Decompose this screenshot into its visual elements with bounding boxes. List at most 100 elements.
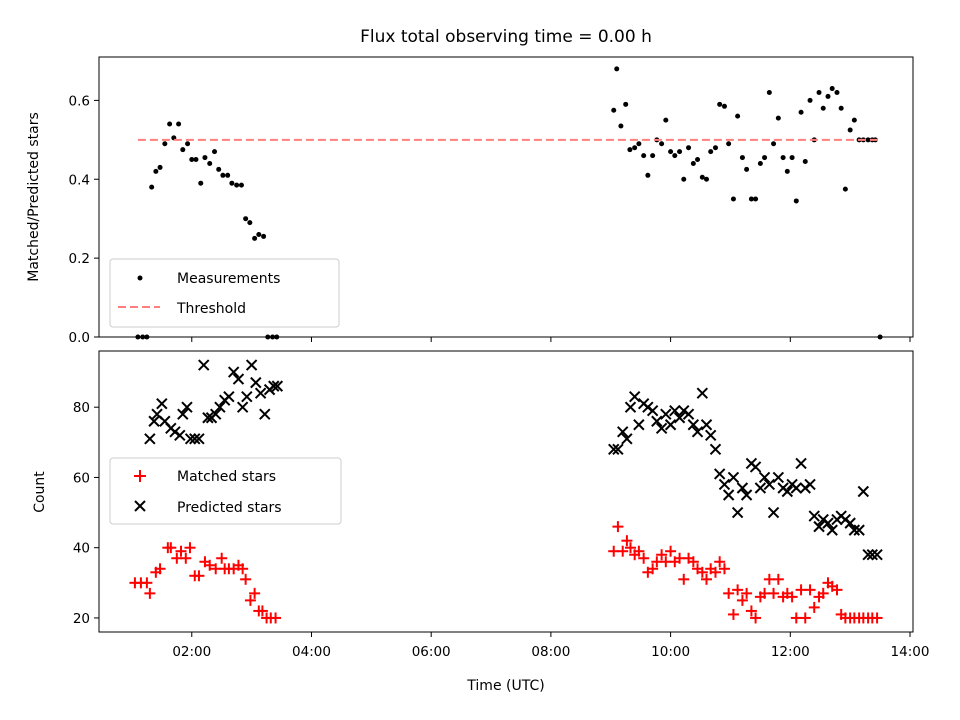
predicted-stars-point <box>198 359 210 371</box>
predicted-stars-point <box>844 517 856 529</box>
measurements-point <box>135 334 141 340</box>
predicted-stars-point <box>804 478 816 491</box>
panel-counts-y-axis: 20 40 60 80 <box>73 400 99 627</box>
measurements-point <box>636 141 642 147</box>
measurements-point <box>256 231 262 237</box>
measurements-point <box>238 182 244 188</box>
measurements-point <box>775 115 781 121</box>
measurements-point <box>611 107 617 113</box>
measurements-point <box>748 196 754 202</box>
panel-counts-frame <box>98 350 914 633</box>
predicted-stars-point <box>691 426 704 438</box>
y-tick-label: 20 <box>73 611 90 627</box>
x-tick-label: 08:00 <box>531 644 570 660</box>
measurements-point <box>207 160 213 166</box>
measurements-point <box>149 184 155 190</box>
predicted-stars-point <box>177 408 189 420</box>
panel-ratio-legend: Measurements Threshold <box>109 258 340 328</box>
predicted-stars-point <box>696 387 709 399</box>
measurements-point <box>668 149 674 155</box>
measurements-point <box>157 164 163 170</box>
predicted-stars-point <box>709 443 722 456</box>
predicted-stars-point <box>763 478 776 491</box>
matched-stars-point <box>714 556 726 568</box>
matched-stars-point <box>696 566 708 578</box>
y-tick-label: 0.6 <box>69 93 90 109</box>
measurements-point <box>144 334 150 340</box>
predicted-stars-point <box>628 390 641 403</box>
predicted-stars-point <box>259 408 271 420</box>
matched-stars-point <box>256 605 268 617</box>
measurements-point <box>793 198 799 204</box>
predicted-stars-point <box>822 517 834 529</box>
predicted-stars-point <box>813 520 825 533</box>
matched-stars-point <box>786 591 798 603</box>
measurements-point <box>274 334 280 340</box>
matched-stars-point <box>831 584 843 596</box>
measurements-point <box>704 176 710 182</box>
measurements-point <box>686 145 692 151</box>
predicted-stars-point <box>682 408 695 420</box>
predicted-stars-point <box>857 485 870 498</box>
measurements-point <box>627 147 633 153</box>
matched-stars-point <box>193 570 205 582</box>
predicted-stars-point <box>271 380 284 392</box>
measurements-point <box>712 145 718 151</box>
predicted-stars-point <box>174 429 186 442</box>
matched-stars-point <box>732 584 744 596</box>
measurements-point <box>744 166 750 172</box>
predicted-stars-point <box>232 373 245 385</box>
predicted-stars-point <box>758 471 771 484</box>
panel-ratio: 0.0 0.2 0.4 0.6 Matched/Predicted stars Mea… <box>26 56 914 346</box>
measurements-point <box>243 216 249 222</box>
legend-box <box>109 457 342 525</box>
matched-stars-point <box>249 587 261 599</box>
predicted-stars-point <box>268 380 280 392</box>
measurements-point <box>261 233 267 239</box>
predicted-stars-point <box>189 433 201 445</box>
predicted-stars-point <box>731 506 744 519</box>
matched-stars-point <box>240 573 252 585</box>
panel-ratio-frame <box>98 56 914 338</box>
measurements-point <box>176 121 182 127</box>
legend-predicted-label: Predicted stars <box>177 500 282 516</box>
measurements-point <box>645 172 651 178</box>
measurements-point <box>185 141 191 147</box>
matched-stars-point <box>621 535 633 547</box>
matched-stars-point <box>727 608 739 620</box>
measurements-point <box>798 109 804 115</box>
predicted-stars-point <box>633 419 645 431</box>
measurements-point <box>762 155 768 161</box>
x-tick-label: 10:00 <box>651 644 690 660</box>
predicted-stars-point <box>871 549 883 561</box>
predicted-stars-point <box>853 524 865 536</box>
panel-ratio-y-axis: 0.0 0.2 0.4 0.6 <box>69 93 99 346</box>
matched-stars-point <box>701 573 713 585</box>
legend-matched-label: Matched stars <box>177 469 276 485</box>
matched-stars-point <box>184 542 196 554</box>
panel-ratio-ylabel: Matched/Predicted stars <box>26 112 42 282</box>
measurements-point <box>189 157 195 163</box>
measurements-point <box>252 235 258 241</box>
predicted-stars-point <box>156 397 168 410</box>
predicted-stars-point <box>624 401 637 413</box>
measurements-point <box>220 172 226 178</box>
matched-stars-point <box>624 542 636 554</box>
predicted-stars-point <box>241 390 253 403</box>
matched-stars-point <box>175 545 187 557</box>
measurements-point <box>726 141 732 147</box>
predicted-stars-point <box>669 405 681 417</box>
predicted-stars-point <box>754 482 767 494</box>
chart-title: Flux total observing time = 0.00 h <box>360 27 652 47</box>
predicted-stars-point <box>254 387 267 399</box>
predicted-stars-point <box>664 419 677 431</box>
predicted-stars-point <box>608 443 620 456</box>
predicted-stars-point <box>722 489 735 501</box>
x-axis-label: Time (UTC) <box>466 678 544 694</box>
measurements-point <box>140 334 146 340</box>
predicted-stars-point <box>767 506 780 519</box>
predicted-stars-point <box>781 485 794 498</box>
matched-stars-point <box>154 563 166 575</box>
predicted-stars-point <box>236 401 249 413</box>
matched-stars-point <box>741 587 753 599</box>
